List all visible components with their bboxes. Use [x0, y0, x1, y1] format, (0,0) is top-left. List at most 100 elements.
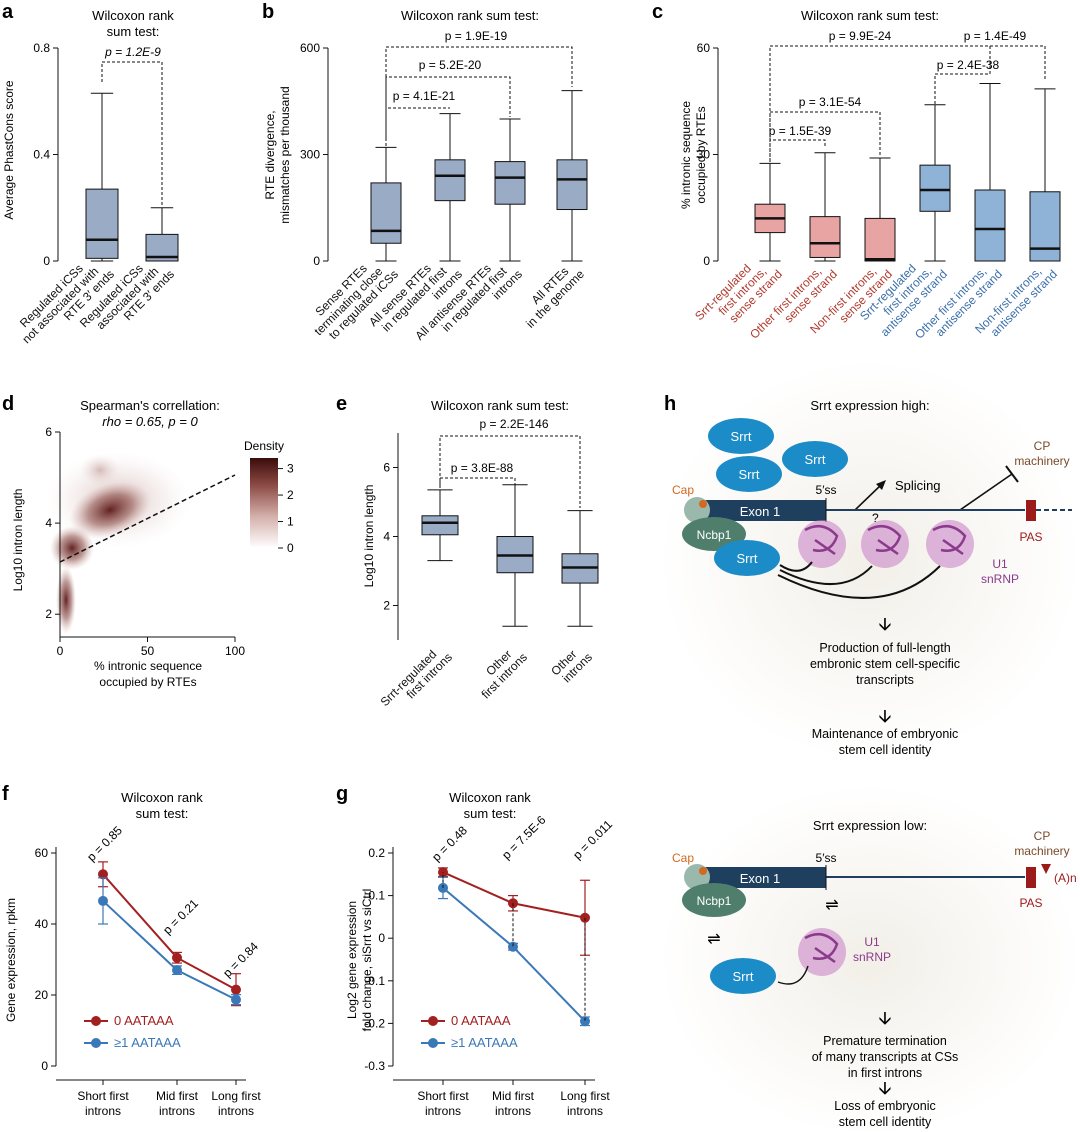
recruit-arrow-1: [779, 561, 813, 572]
y-tick-label: 60: [35, 846, 49, 860]
panel-letter-f: f: [2, 783, 9, 805]
data-point: [580, 1016, 590, 1027]
data-point: [231, 984, 241, 995]
data-point: [231, 994, 241, 1005]
panel-f-legend: 0 AATAAA ≥1 AATAAA: [84, 1013, 181, 1050]
y-tick-label: 6: [45, 425, 52, 439]
panel-f-title-line2: sum test:: [136, 806, 189, 821]
srrt-high-title: Srrt expression high:: [810, 398, 929, 413]
significance-bracket: [769, 45, 991, 161]
panel-g-ylabel-line1: Log2 gene expression: [345, 901, 359, 1019]
srrt-free-label-bottom: Srrt: [733, 969, 754, 984]
panel-letter-g: g: [336, 783, 348, 805]
x-tick-label: Mid first: [156, 1089, 199, 1103]
panel-g-title-line2: sum test:: [464, 806, 517, 821]
u1-snrnp-icon: [798, 520, 846, 568]
panel-a-ylabel: Average PhastCons score: [2, 80, 16, 220]
data-point: [172, 952, 182, 963]
density-plot: [46, 432, 235, 637]
box: [1029, 191, 1061, 262]
significance-bracket: [935, 45, 1046, 81]
srrt-bound-top: [714, 540, 780, 576]
panel-letter-b: b: [262, 1, 274, 23]
legend-marker: [428, 1016, 438, 1026]
panel-b-title: Wilcoxon rank sum test:: [401, 8, 539, 23]
srrt-label: Srrt: [739, 467, 760, 482]
y-tick-label: 300: [300, 148, 320, 162]
cp-machinery-bottom: CP machinery: [1014, 829, 1069, 858]
panel-e-ylabel: Log10 intron length: [362, 485, 376, 588]
panel-g-ylabel-line2: fold change, siSrrt vs siCtrl: [360, 889, 374, 1032]
u1-snrnp-icon: [861, 520, 909, 568]
question-mark: ?: [872, 511, 879, 525]
step-text: of many transcripts at CSs: [812, 1050, 959, 1064]
ncbp1-top: [682, 517, 746, 551]
panel-g: Wilcoxon rank sum test: Log2 gene expres…: [345, 790, 615, 1118]
ncbp1-label-bottom: Ncbp1: [697, 894, 732, 908]
panel-a-title-line2: sum test:: [107, 24, 160, 39]
panel-c-ylabel-line2: occupied by RTEs: [694, 106, 708, 203]
legend-marker: [91, 1038, 101, 1048]
panel-e-pval-2: p = 2.2E-146: [479, 417, 548, 431]
p-value-label: p = 0.48: [429, 823, 470, 864]
splicing-arrowhead: [876, 480, 886, 490]
pas-label-bottom: PAS: [1019, 896, 1042, 910]
exon1-label-bottom: Exon 1: [740, 871, 780, 886]
x-tick-label: Long first: [560, 1089, 610, 1103]
x-tick-label: All RTEsin the genome: [514, 258, 587, 331]
y-tick-label: 4: [383, 530, 390, 544]
u1-label-top: U1 snRNP: [981, 557, 1019, 586]
ncbp1-label-top: Ncbp1: [697, 528, 732, 542]
srrt-low-title: Srrt expression low:: [813, 818, 927, 833]
y-tick-label: 60: [697, 41, 711, 55]
srrt-bound-label-top: Srrt: [737, 551, 758, 566]
inhibition-bar: [1005, 465, 1019, 483]
data-point: [98, 869, 108, 880]
step-text: Maintenance of embryonic: [812, 727, 959, 741]
pas-box-top: [1026, 500, 1036, 521]
box: [864, 217, 896, 262]
exon1-label-top: Exon 1: [740, 504, 780, 519]
panel-g-legend: 0 AATAAA ≥1 AATAAA: [421, 1013, 518, 1050]
srrt-label: Srrt: [731, 429, 752, 444]
data-point: [98, 895, 108, 906]
panel-a-xlabels: Regulated iCSsnot associated withRTE 3′ …: [17, 261, 177, 346]
significance-bracket: [385, 76, 511, 139]
panel-f-axes: 0 20 40 60: [35, 846, 246, 1085]
p-value-label: p = 0.85: [84, 823, 125, 864]
box: [370, 182, 402, 244]
five-ss-bottom: 5′ss: [816, 851, 837, 865]
significance-bracket: [385, 46, 573, 132]
density-legend-ticks: 0 1 2 3: [278, 462, 294, 555]
box: [434, 159, 466, 202]
x-tick-label: introns: [425, 1104, 461, 1118]
x-tick-label: introns: [495, 1104, 531, 1118]
y-tick-label: 0.8: [33, 41, 50, 55]
panel-e-xlabels: Srrt-regulatedfirst introns Otherfirst in…: [378, 641, 595, 709]
bottom-steps: Premature termination of many transcripts…: [812, 1034, 959, 1129]
panel-c-pval-5: p = 1.4E-49: [964, 29, 1027, 43]
panel-b-axes: 0 300 600: [300, 41, 588, 268]
x-tick-label: introns: [159, 1104, 195, 1118]
panel-d-axes: 2 4 6 0 50 100: [45, 425, 245, 658]
legend-tick-label: 0: [287, 541, 294, 555]
y-tick-label: 2: [383, 599, 390, 613]
u1-snrnp-icon: [926, 520, 974, 568]
x-tick-label: Short first: [77, 1089, 129, 1103]
x-tick-label: Otherfirst introns: [469, 641, 530, 702]
panel-g-pvals: p = 0.48 p = 7.5E-6 p = 0.011: [429, 813, 615, 865]
step-text: Premature termination: [823, 1034, 947, 1048]
x-tick-label: Mid first: [492, 1089, 535, 1103]
top-steps: Production of full-length embronic stem c…: [810, 641, 960, 757]
cap-label-bottom: Cap: [672, 851, 694, 865]
legend-label: ≥1 AATAAA: [114, 1035, 181, 1050]
equilibrium-icon: ⇌: [707, 931, 720, 948]
box: [974, 189, 1006, 262]
density-legend-title: Density: [244, 439, 284, 453]
x-tick-label: 50: [141, 644, 155, 658]
box: [421, 515, 459, 536]
panel-f-ylabel: Gene expression, rpkm: [4, 898, 18, 1022]
panel-letter-d: d: [2, 393, 14, 415]
